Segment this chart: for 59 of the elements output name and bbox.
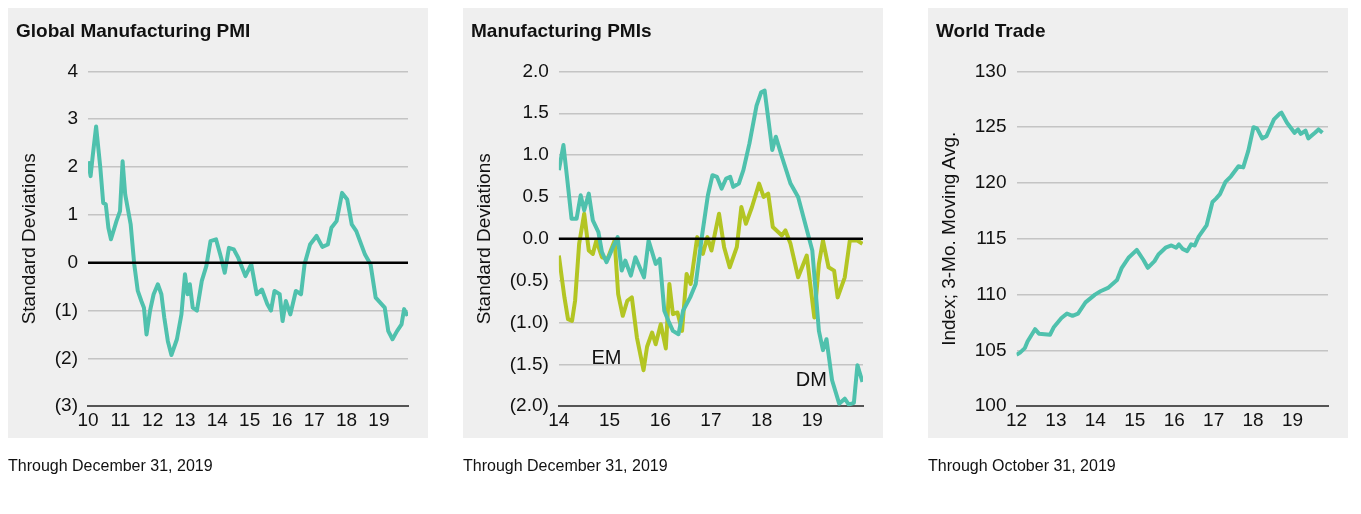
y-tick-label: (2.0) [509,394,549,416]
x-tick-label: 15 [598,408,621,430]
x-tick-label: 19 [1281,408,1304,430]
x-tick-label: 16 [649,408,671,430]
chart-title: World Trade [936,20,1046,42]
text: Through December 31, 2019 [8,456,214,476]
x-tick-label: 18 [336,408,358,430]
x-tick-label: 12 [1005,408,1028,430]
y-tick-label: 4 [67,59,79,81]
y-tick-label: 115 [976,227,1007,249]
y-tick-label: 1.0 [522,143,549,165]
x-tick-label: 14 [548,408,570,430]
text: Through December 31, 2019 [463,456,669,476]
y-tick-label: 105 [974,338,1007,360]
y-tick-label: 0 [67,250,79,272]
x-tick-label: 17 [1203,408,1225,430]
x-tick-label: 16 [271,408,293,430]
y-tick-label: 0.5 [522,185,549,207]
x-tick-label: 19 [801,408,823,430]
chart-title: Manufacturing PMIs [471,20,652,42]
x-tick-label: 14 [206,408,229,430]
y-axis-title: Standard Deviations [472,153,494,325]
x-tick-label: 14 [1084,408,1107,430]
x-tick-label: 19 [368,408,390,430]
chart-title: Global Manufacturing PMI [16,20,251,42]
x-tick-label: 18 [1242,408,1264,430]
y-tick-label: 130 [974,59,1007,81]
y-tick-label: 1 [67,203,79,225]
y-tick-label: (3) [54,394,79,416]
x-tick-label: 13 [174,408,196,430]
y-axis-title: Standard Deviations [17,153,39,325]
y-tick-label: 120 [974,171,1007,193]
series-label: EM [591,345,622,368]
y-tick-label: 2.0 [522,59,549,81]
y-tick-label: 0.0 [522,227,549,249]
y-tick-label: 100 [974,394,1007,416]
x-tick-label: 11 [110,408,131,430]
x-tick-label: 12 [142,408,164,430]
y-tick-label: (2) [54,346,79,368]
x-tick-label: 13 [1045,408,1067,430]
x-tick-label: 10 [77,408,99,430]
x-tick-label: 16 [1163,408,1185,430]
y-axis-title: Index; 3-Mo. Moving Avg. [937,131,959,346]
series-label: DM [795,367,827,390]
text: Through October 31, 2019 [928,456,1117,476]
y-tick-label: (0.5) [509,268,549,290]
y-tick-label: (1.0) [509,310,549,332]
x-tick-label: 17 [303,408,325,430]
y-tick-label: 110 [976,282,1007,304]
y-tick-label: 1.5 [522,101,549,123]
x-tick-label: 15 [1124,408,1146,430]
y-tick-label: 3 [67,107,79,129]
x-tick-label: 17 [700,408,722,430]
y-tick-label: (1) [54,298,79,320]
y-tick-label: 2 [67,155,79,177]
x-tick-label: 18 [751,408,773,430]
y-tick-label: 125 [974,115,1007,137]
y-tick-label: (1.5) [509,352,549,374]
x-tick-label: 15 [239,408,261,430]
